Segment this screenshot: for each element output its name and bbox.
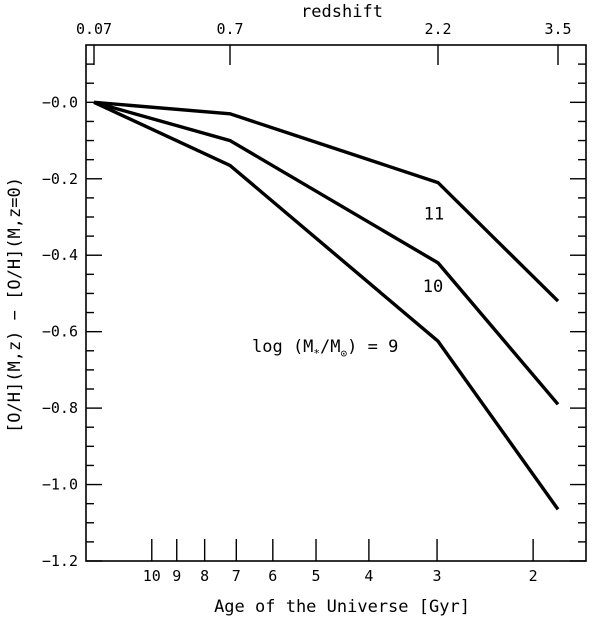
x-tick-label: 4 xyxy=(364,567,373,585)
series-label-10: 10 xyxy=(423,277,443,297)
annotation-mid: /M xyxy=(320,337,340,357)
series-line-9 xyxy=(93,100,560,511)
y-tick-label: −1.2 xyxy=(42,552,78,570)
x-tick-label: 3 xyxy=(433,567,442,585)
x-tick-label: 6 xyxy=(268,567,277,585)
annotation-sub-sun: ⊙ xyxy=(341,347,348,360)
top-tick-label: 2.2 xyxy=(424,20,451,38)
series-label-11: 11 xyxy=(424,205,444,225)
y-axis-title: [O/H](M,z) − [O/H](M,z=0) xyxy=(5,177,25,433)
series-labels: 11 10 xyxy=(423,205,444,297)
x-tick-label: 8 xyxy=(200,567,209,585)
x-tick-label: 9 xyxy=(172,567,181,585)
top-axis-ticks: 0.07 0.7 2.2 3.5 xyxy=(76,20,572,65)
x-tick-label: 2 xyxy=(529,567,538,585)
x-axis-title: Age of the Universe [Gyr] xyxy=(214,597,470,617)
x-tick-label: 7 xyxy=(232,567,241,585)
y-tick-label: −0.6 xyxy=(42,323,78,341)
y-axis-ticks: −0.0 −0.2 −0.4 −0.6 −0.8 −1.0 −1.2 xyxy=(42,63,586,570)
x-tick-label: 10 xyxy=(143,567,161,585)
series-group xyxy=(93,100,560,511)
series-line-11 xyxy=(93,100,560,303)
y-tick-label: −1.0 xyxy=(42,476,78,494)
x-axis-ticks: 10 9 8 7 6 5 4 3 2 xyxy=(143,539,538,585)
y-tick-label: −0.8 xyxy=(42,399,78,417)
plot-frame xyxy=(85,44,587,562)
series-line-10 xyxy=(93,100,560,406)
mass-annotation: log (M*/M⊙) = 9 xyxy=(252,337,398,360)
top-tick-label: 0.7 xyxy=(216,20,243,38)
y-tick-label: −0.0 xyxy=(42,93,78,111)
top-tick-label: 3.5 xyxy=(544,20,571,38)
y-tick-label: −0.4 xyxy=(42,246,78,264)
annotation-prefix: log (M xyxy=(252,337,313,357)
annotation-suffix: ) = 9 xyxy=(347,337,398,357)
plot-border xyxy=(85,44,587,562)
y-tick-label: −0.2 xyxy=(42,170,78,188)
top-axis-title: redshift xyxy=(301,2,383,22)
x-tick-label: 5 xyxy=(312,567,321,585)
annotation-sub-star: * xyxy=(313,347,320,360)
top-tick-label: 0.07 xyxy=(76,20,112,38)
